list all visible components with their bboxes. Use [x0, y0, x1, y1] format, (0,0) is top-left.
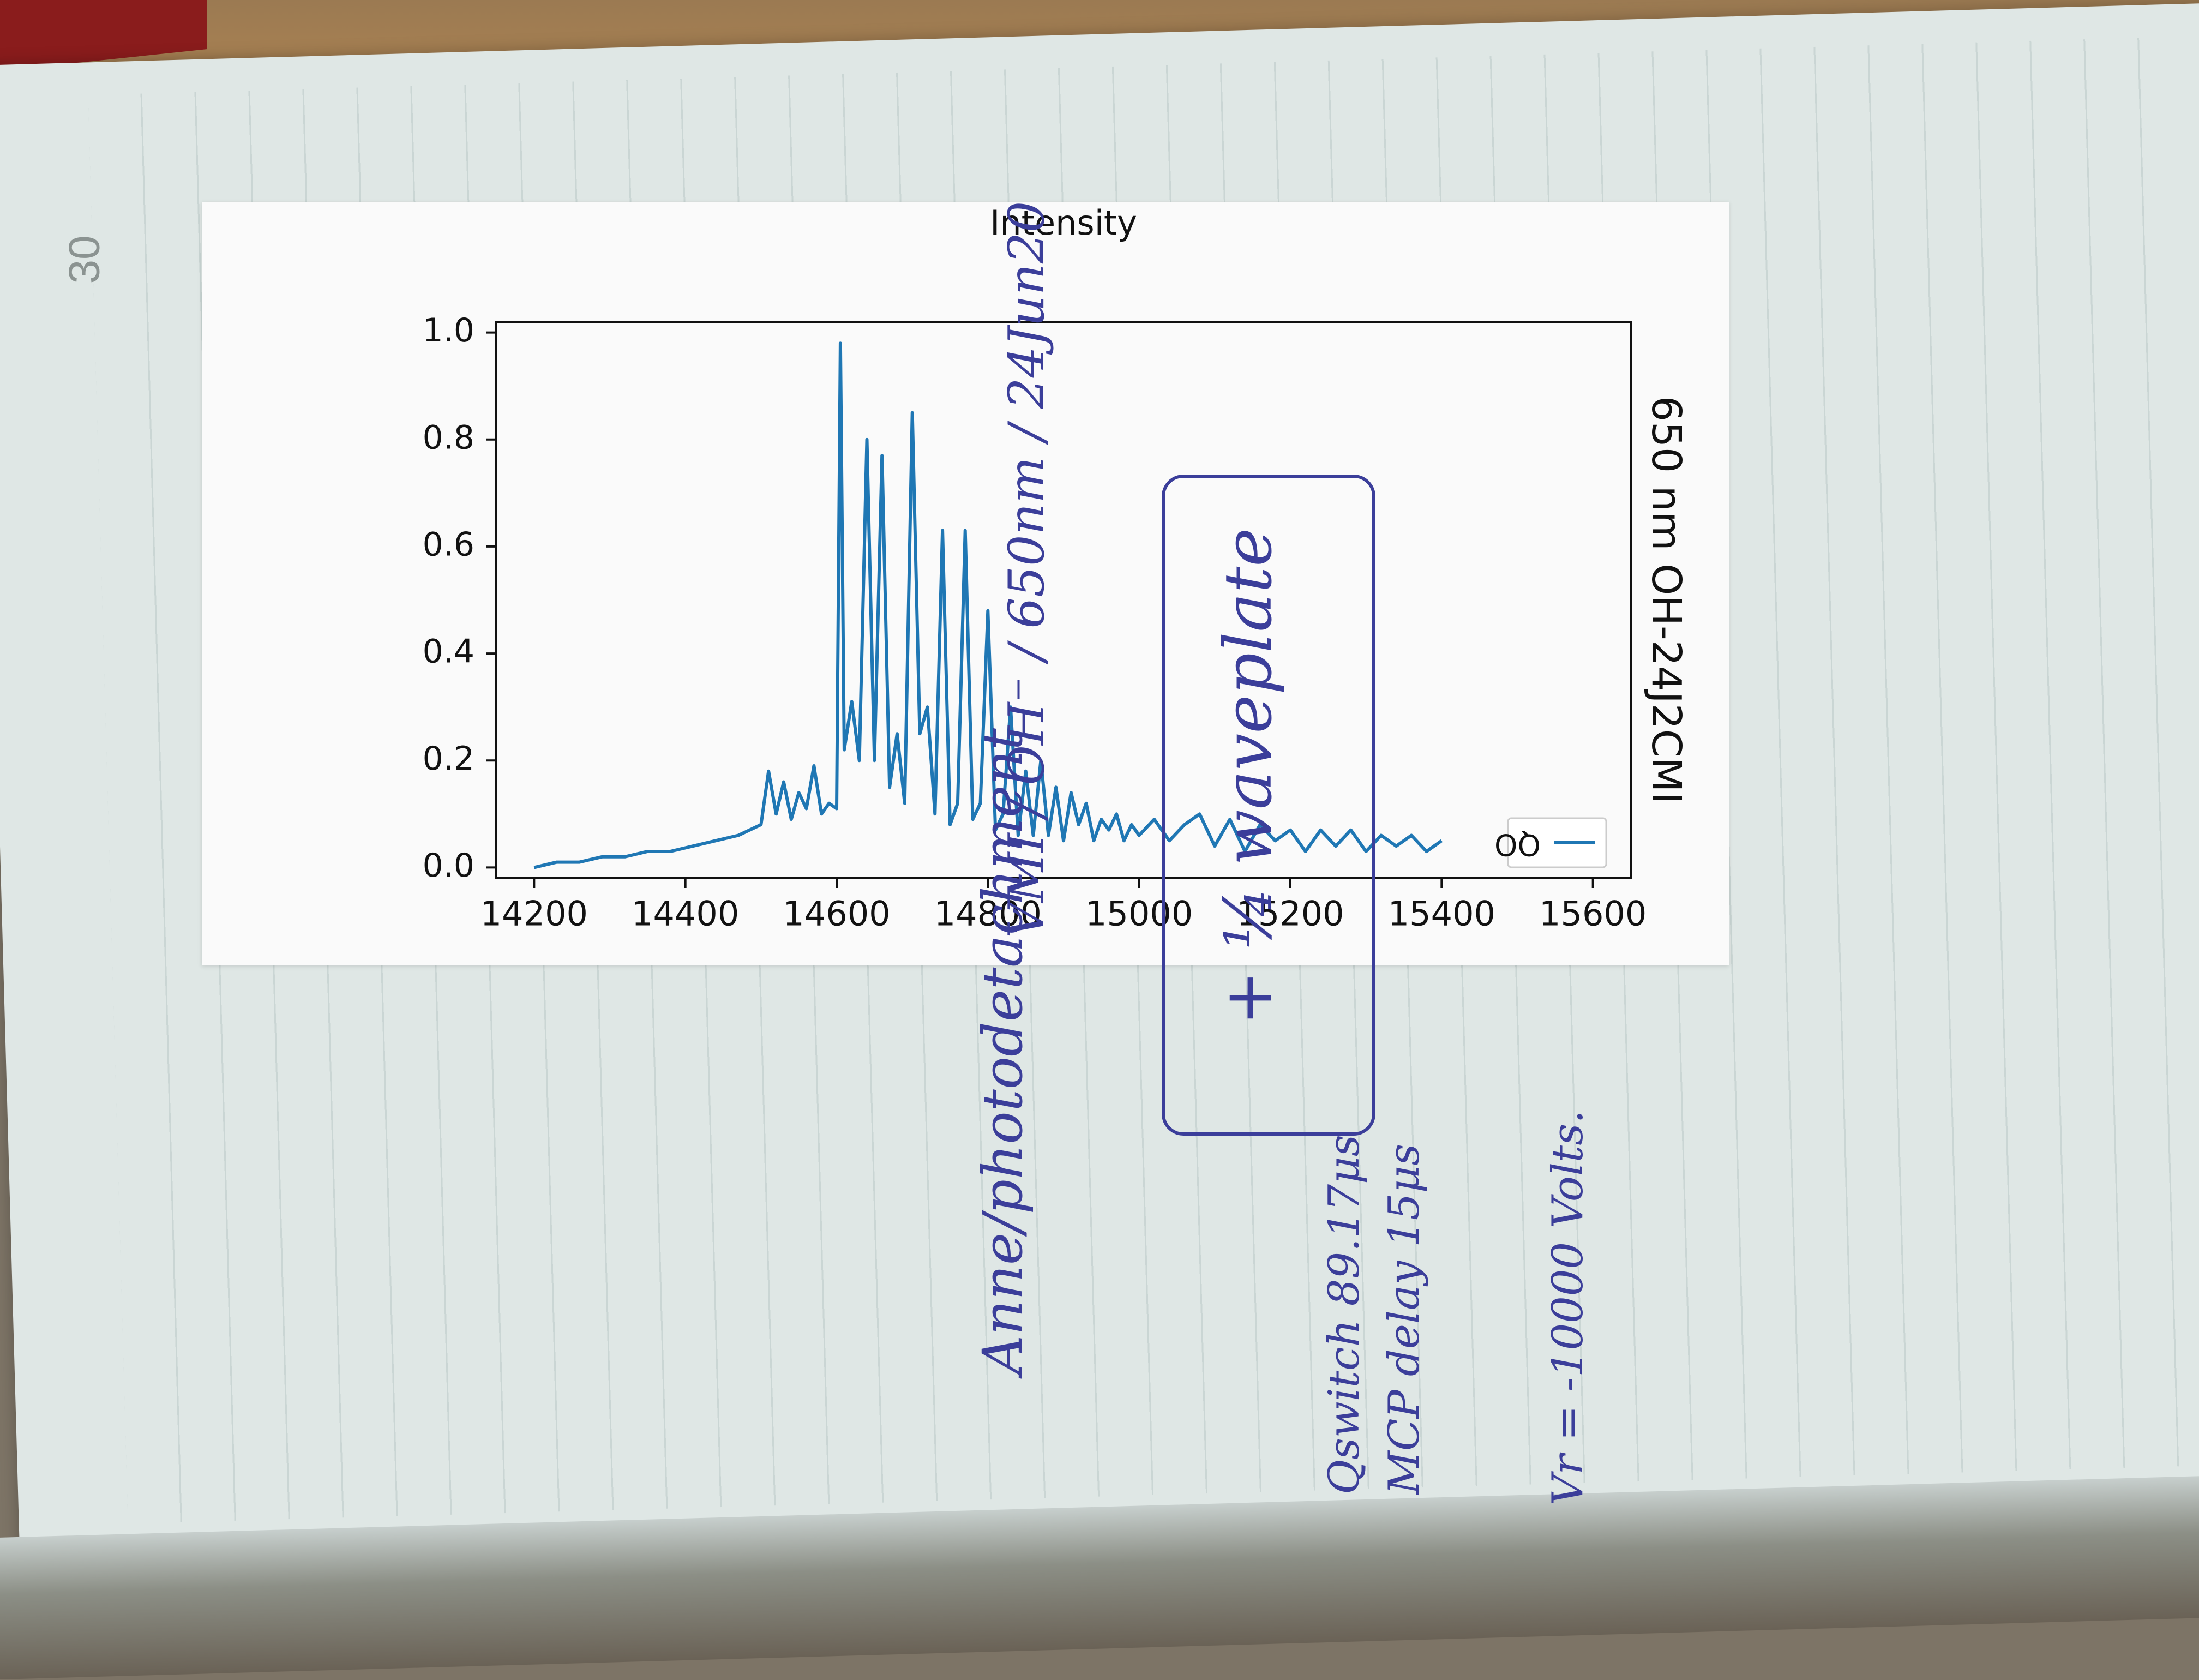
y-axis-label: Intensity: [990, 203, 1137, 243]
legend-entry: QO: [1494, 827, 1541, 862]
x-tick-label: 14400: [632, 893, 739, 933]
x-tick-label: 15400: [1388, 893, 1495, 933]
boxed-note: [1162, 475, 1375, 1136]
chart-title: 650 nm OH-24J2CMI: [1643, 396, 1690, 804]
x-tick-label: 15000: [1085, 893, 1193, 933]
x-tick-label: 14200: [480, 893, 588, 933]
printed-spectrum-plot: 14200 14400 14600 14800 15000 15200 15400 15600…: [202, 202, 1729, 965]
series-line-QO: [533, 341, 1443, 869]
x-tick-label: 15200: [1236, 893, 1344, 933]
spectrum-chart: 14200 14400 14600 14800 15000 15200 15400 15600…: [423, 203, 1690, 933]
page-number: 30: [59, 235, 109, 284]
legend: QO: [1494, 817, 1607, 868]
y-tick-label: 0.0: [423, 847, 474, 885]
y-tick-label: 1.0: [423, 311, 474, 350]
y-tick-label: 0.6: [423, 526, 474, 564]
y-tick-label: 0.2: [423, 740, 474, 778]
note-quarter-waveplate: + ¼ waveplate: [1211, 527, 1287, 1025]
note-qswitch-delay: Qswitch 89.17μs: [1320, 1135, 1369, 1495]
note-mcp-delay: MCP delay 15μs: [1380, 1143, 1429, 1495]
plot-frame: [495, 321, 1632, 879]
x-tick-label: 14800: [934, 893, 1042, 933]
x-tick-label: 15600: [1539, 893, 1647, 933]
y-tick-label: 0.8: [423, 418, 474, 457]
y-tick-label: 0.4: [423, 633, 474, 671]
note-vmi-oh-650nm-date: VMI / OH⁻ / 650nm / 24Jun20: [998, 201, 1055, 938]
x-tick-label: 14600: [783, 893, 890, 933]
note-voltage: Vr = -10000 Volts.: [1543, 1109, 1593, 1505]
